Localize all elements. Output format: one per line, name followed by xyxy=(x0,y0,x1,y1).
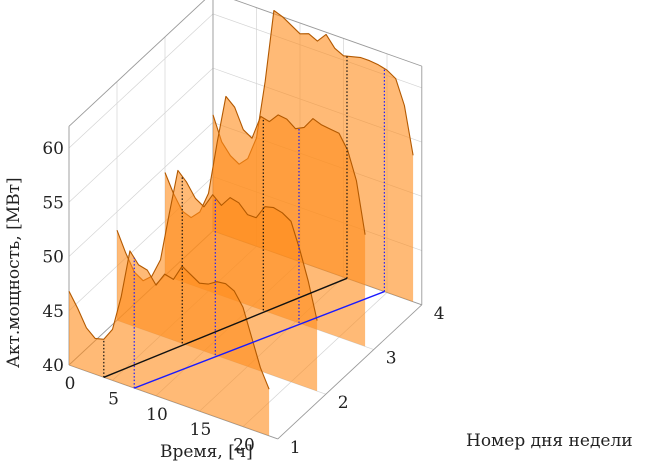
marker-layer xyxy=(103,56,385,389)
axis-edge xyxy=(233,0,422,67)
series-line xyxy=(68,250,270,390)
x-tick-label: 15 xyxy=(190,420,212,440)
marker-line-blue xyxy=(133,290,385,389)
x-tick-label: 20 xyxy=(233,436,255,456)
series-layer xyxy=(68,9,414,436)
marker-line-dark xyxy=(103,277,348,378)
y-axis-label: Номер дня недели xyxy=(466,431,633,451)
axis-edge xyxy=(68,0,206,127)
x-axis-label: Время, [ч] xyxy=(160,442,253,462)
z-tick-label: 45 xyxy=(42,302,64,322)
x-tick-label: 0 xyxy=(65,374,76,394)
z-tick-label: 60 xyxy=(42,139,64,159)
x-tick-label: 5 xyxy=(108,389,119,409)
series-day-1 xyxy=(68,250,270,436)
y-tick-label: 3 xyxy=(386,349,397,369)
x-tick-label: 10 xyxy=(146,405,168,425)
y-tick-label: 4 xyxy=(434,304,445,324)
z-tick-label: 55 xyxy=(42,193,64,213)
y-tick-label: 1 xyxy=(290,438,301,458)
axis-edge xyxy=(277,304,423,440)
label-layer: 0 5 10 15 20 1 2 3 4 40 45 50 55 60 xyxy=(42,139,444,458)
y-tick-label: 2 xyxy=(338,393,349,413)
z-axis-label: Акт.мощность, [МВт] xyxy=(4,177,24,368)
z-tick-label: 40 xyxy=(42,356,64,376)
series-fill xyxy=(69,250,270,436)
z-tick-label: 50 xyxy=(42,248,64,268)
